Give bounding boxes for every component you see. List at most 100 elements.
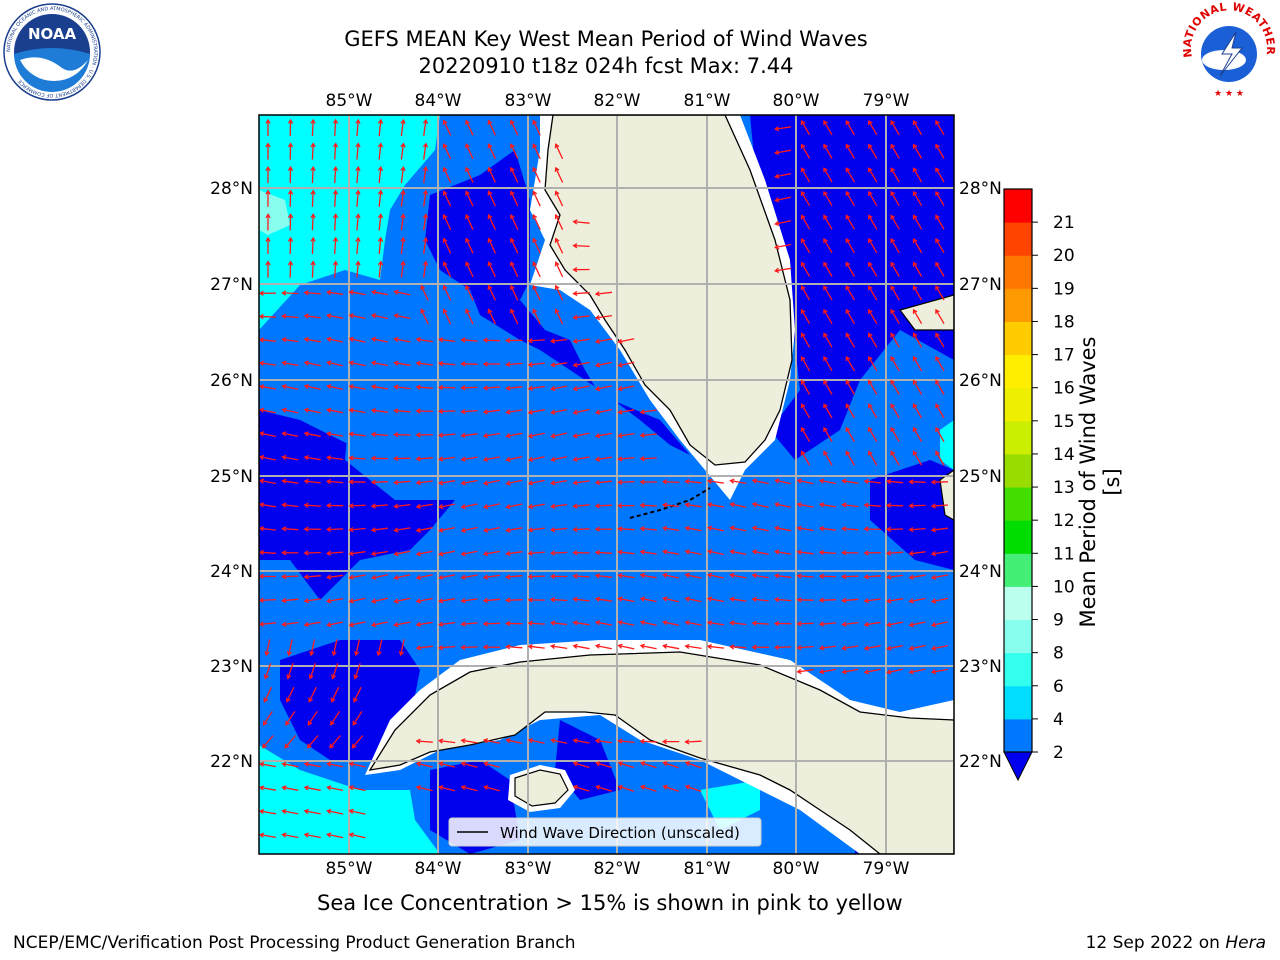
wave-arrow xyxy=(868,144,878,159)
wave-arrow xyxy=(349,621,366,626)
colorbar-swatch xyxy=(1004,222,1032,256)
wave-arrow-head xyxy=(863,669,870,675)
wave-arrow-head xyxy=(309,650,315,657)
wave-arrow-head xyxy=(773,644,780,650)
wave-arrow-head xyxy=(912,356,918,362)
wave-arrow-head xyxy=(393,432,399,438)
wave-arrow-head xyxy=(442,308,448,314)
wave-arrow xyxy=(823,285,833,301)
wave-arrow-head xyxy=(930,669,937,675)
wave-arrow-head xyxy=(460,738,466,744)
wave-arrow-head xyxy=(303,360,309,366)
wave-arrow xyxy=(935,191,945,207)
wave-arrow-head xyxy=(554,190,560,196)
wave-arrow-head xyxy=(572,573,578,579)
wave-arrow-head xyxy=(796,597,802,603)
wave-arrow-head xyxy=(355,213,361,219)
wave-arrow-head xyxy=(460,574,466,580)
wave-arrow-head xyxy=(398,650,404,657)
wave-arrow-head xyxy=(868,285,873,291)
wave-arrow xyxy=(461,646,478,649)
wave-arrow-head xyxy=(352,720,358,726)
wave-arrow-head xyxy=(509,166,515,172)
wave-arrow-head xyxy=(259,785,265,791)
wave-arrow-head xyxy=(845,261,851,267)
wave-arrow xyxy=(775,267,792,272)
wave-arrow xyxy=(551,645,568,650)
wave-arrow xyxy=(890,285,900,301)
wave-arrow xyxy=(334,237,337,255)
wave-arrow xyxy=(264,662,272,679)
wave-arrow xyxy=(685,574,702,579)
wave-arrow-head xyxy=(438,785,444,791)
colorbar-tick-label: 21 xyxy=(1053,213,1075,233)
wave-arrow-head xyxy=(890,120,896,126)
wave-arrow xyxy=(488,285,496,301)
wave-arrow xyxy=(797,622,814,625)
wave-arrow-head xyxy=(684,549,690,555)
wave-arrow xyxy=(416,740,433,743)
wave-arrow xyxy=(378,190,382,207)
wave-arrow xyxy=(935,403,945,419)
wave-arrow xyxy=(416,527,433,532)
wave-arrow xyxy=(308,686,317,702)
lat-tick-label: 25°N xyxy=(959,467,1002,487)
wave-arrow xyxy=(351,735,364,749)
wave-arrow-head xyxy=(890,356,896,362)
wave-arrow-head xyxy=(281,337,287,343)
wave-arrow xyxy=(935,380,945,395)
colorbar-tick-label: 11 xyxy=(1053,544,1075,564)
wave-arrow xyxy=(349,762,366,768)
wave-arrow xyxy=(528,456,545,461)
wave-arrow-head xyxy=(935,214,940,220)
wave-arrow xyxy=(845,144,855,159)
wave-arrow xyxy=(506,362,523,366)
wave-arrow xyxy=(819,503,837,508)
wave-arrow-head xyxy=(890,379,896,385)
wave-arrow-head xyxy=(527,644,533,650)
wave-arrow xyxy=(400,214,405,231)
wave-arrow xyxy=(532,309,541,325)
wave-arrow-head xyxy=(800,120,806,126)
wave-arrow xyxy=(909,668,926,674)
wave-arrow-head xyxy=(259,808,265,815)
wave-arrow-head xyxy=(348,832,354,838)
wave-arrow-head xyxy=(310,189,316,195)
wave-arrow-head xyxy=(465,284,470,290)
wave-arrow-head xyxy=(823,379,828,385)
wave-arrow-head xyxy=(370,289,377,295)
wave-arrow-head xyxy=(442,166,448,172)
wave-arrow xyxy=(394,290,411,296)
wave-arrow xyxy=(465,144,474,160)
wave-arrow xyxy=(330,710,341,726)
lon-tick-label: 79°W xyxy=(863,91,910,111)
wave-arrow xyxy=(551,385,568,390)
wave-arrow-head xyxy=(348,289,354,295)
wave-arrow xyxy=(775,149,792,154)
wave-arrow-head xyxy=(845,403,851,409)
wave-arrow-head xyxy=(287,260,294,266)
wave-arrow xyxy=(304,291,321,295)
wave-arrow xyxy=(371,481,389,483)
wave-arrow xyxy=(532,167,541,183)
wave-arrow xyxy=(349,291,366,296)
lon-tick-label: 79°W xyxy=(863,859,910,879)
wave-arrow xyxy=(356,261,359,278)
wave-arrow xyxy=(352,710,363,726)
wave-arrow-head xyxy=(326,407,332,413)
wave-arrow xyxy=(707,645,725,649)
wave-arrow-head xyxy=(532,237,538,243)
wave-arrow xyxy=(823,427,833,443)
wave-arrow xyxy=(327,291,344,295)
wave-arrow xyxy=(371,504,389,507)
wave-arrow-head xyxy=(353,650,360,657)
wave-arrow-head xyxy=(509,143,515,149)
footer-date: 12 Sep 2022 on Hera xyxy=(1086,933,1266,953)
wave-arrow-head xyxy=(841,645,847,651)
wave-arrow-head xyxy=(259,573,264,579)
wave-arrow xyxy=(334,214,337,231)
wave-arrow xyxy=(618,385,635,390)
wave-arrow xyxy=(423,120,427,136)
wave-arrow xyxy=(868,451,878,466)
wave-arrow-head xyxy=(438,761,444,767)
